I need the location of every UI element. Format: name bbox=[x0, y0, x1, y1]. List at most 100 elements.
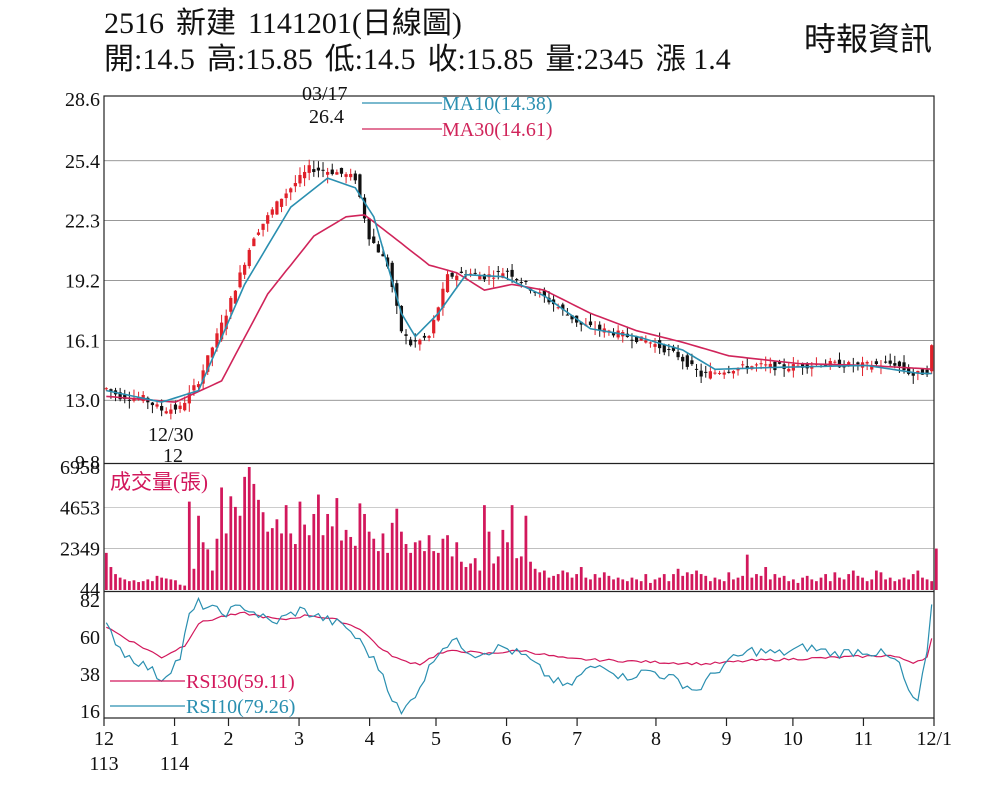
candle-body bbox=[717, 372, 722, 374]
price-panel bbox=[104, 159, 934, 420]
candle-body bbox=[588, 321, 593, 326]
candle-body bbox=[418, 339, 422, 345]
x-tick-label: 11 bbox=[854, 728, 873, 750]
candle-body bbox=[561, 304, 565, 310]
volume-bar bbox=[118, 577, 122, 590]
price-tick-label: 25.4 bbox=[65, 151, 100, 173]
volume-bar bbox=[418, 540, 422, 590]
volume-bar bbox=[455, 542, 459, 590]
volume-bar bbox=[483, 505, 486, 590]
candle-body bbox=[920, 369, 925, 375]
candle-body bbox=[496, 270, 500, 272]
volume-bar bbox=[501, 529, 505, 590]
volume-bar bbox=[888, 577, 892, 590]
volume-bar bbox=[367, 531, 371, 590]
volume-bar bbox=[639, 581, 643, 590]
quote-high: 高:15.85 bbox=[206, 43, 313, 76]
candle-body bbox=[321, 169, 325, 171]
candle-body bbox=[662, 344, 666, 353]
volume-bar bbox=[178, 584, 182, 590]
volume-bar bbox=[174, 580, 177, 590]
volume-bar bbox=[796, 582, 800, 590]
candle-body bbox=[630, 339, 634, 341]
price-tick-label: 9.8 bbox=[75, 452, 100, 474]
x-tick-label: 12 bbox=[94, 728, 114, 750]
rsi-tick-label: 82 bbox=[80, 590, 100, 612]
rsi-legend-label: RSI30(59.11) bbox=[186, 671, 295, 693]
candle-body bbox=[556, 307, 560, 309]
candle-body bbox=[275, 201, 279, 215]
candle-body bbox=[339, 167, 344, 174]
volume-bar bbox=[395, 508, 399, 590]
volume-bar bbox=[708, 581, 712, 590]
volume-bar bbox=[386, 552, 389, 590]
low-value-annotation: 12 bbox=[163, 445, 183, 467]
volume-bar bbox=[376, 551, 380, 590]
candle-body bbox=[104, 388, 108, 390]
volume-bar bbox=[446, 535, 449, 590]
volume-bar bbox=[515, 558, 519, 590]
candle-body bbox=[178, 405, 182, 410]
volume-bar bbox=[847, 574, 851, 590]
candle-body bbox=[754, 364, 759, 366]
candle-body bbox=[510, 269, 514, 277]
volume-panel-title: 成交量(張) bbox=[110, 470, 208, 494]
volume-bar bbox=[842, 579, 846, 590]
candle-body bbox=[897, 361, 902, 367]
volume-bar bbox=[146, 579, 150, 590]
candle-body bbox=[800, 363, 805, 368]
volume-bar bbox=[593, 574, 597, 590]
volume-bar bbox=[400, 531, 403, 590]
ma10-line bbox=[106, 177, 932, 403]
high-value-annotation: 26.4 bbox=[309, 106, 344, 128]
volume-bar bbox=[353, 545, 357, 590]
candle-body bbox=[390, 262, 394, 287]
volume-tick-label: 2349 bbox=[60, 538, 100, 560]
price-tick-label: 19.2 bbox=[65, 271, 100, 293]
volume-bar bbox=[704, 575, 708, 590]
rsi30-line bbox=[106, 611, 933, 666]
volume-bar bbox=[183, 585, 187, 590]
volume-bar bbox=[625, 581, 629, 590]
candle-body bbox=[658, 340, 662, 349]
volume-bar bbox=[104, 552, 108, 590]
candle-body bbox=[219, 322, 224, 340]
volume-tick-label: 4653 bbox=[60, 498, 100, 520]
x-tick-label: 1 bbox=[170, 728, 180, 750]
volume-bar bbox=[681, 575, 685, 590]
quote-change: 漲 1.4 bbox=[655, 43, 731, 76]
volume-bar bbox=[810, 579, 814, 590]
volume-bar bbox=[828, 581, 832, 590]
candle-body bbox=[441, 288, 445, 308]
volume-bar bbox=[805, 575, 809, 590]
candle-body bbox=[376, 244, 380, 253]
candle-body bbox=[787, 368, 791, 372]
volume-bar bbox=[510, 505, 514, 590]
candle-body bbox=[206, 355, 210, 372]
volume-bar bbox=[824, 574, 828, 590]
volume-bar bbox=[732, 579, 735, 590]
candle-body bbox=[833, 361, 837, 363]
candle-body bbox=[307, 165, 311, 173]
candle-body bbox=[229, 297, 233, 312]
price-tick-label: 16.1 bbox=[65, 330, 100, 352]
volume-bar bbox=[160, 577, 164, 590]
volume-tick-label: 44 bbox=[80, 579, 100, 601]
volume-tick-label: 6958 bbox=[60, 457, 100, 479]
candle-body bbox=[685, 355, 689, 367]
volume-bar bbox=[506, 542, 509, 590]
legend: MA10(14.38) MA30(14.61) RSI30(59.11) RSI10(… bbox=[110, 93, 553, 718]
volume-bar bbox=[229, 496, 233, 590]
volume-bar bbox=[616, 577, 620, 590]
candle-body bbox=[598, 324, 602, 330]
rsi-panel bbox=[105, 596, 933, 716]
candle-body bbox=[169, 409, 173, 414]
volume-bar bbox=[469, 563, 472, 590]
volume-bar bbox=[210, 570, 214, 590]
volume-bar bbox=[372, 538, 376, 590]
volume-bar bbox=[533, 568, 537, 590]
volume-bar bbox=[307, 535, 311, 590]
high-date-annotation: 03/17 bbox=[302, 83, 348, 105]
volume-bar bbox=[247, 467, 251, 590]
